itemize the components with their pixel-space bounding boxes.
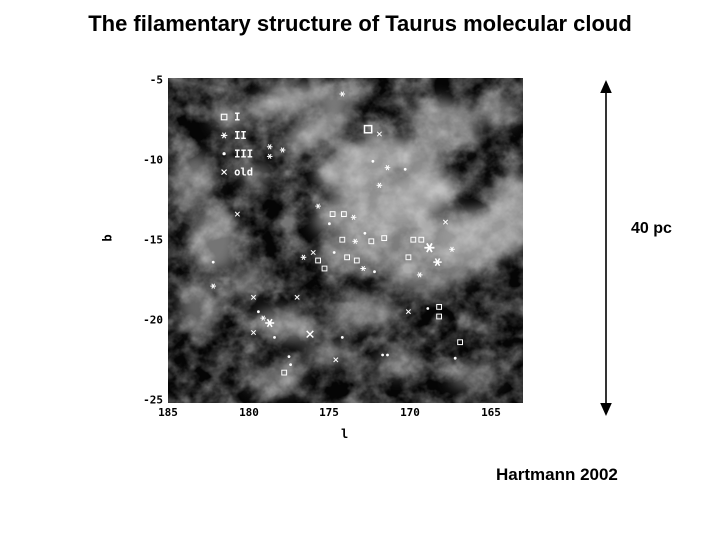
scale-arrow-icon <box>600 80 612 416</box>
slide-title: The filamentary structure of Taurus mole… <box>88 11 632 36</box>
svg-text:III: III <box>234 148 253 160</box>
y-tick-label: -5 <box>149 73 163 87</box>
x-tick-label: 175 <box>319 406 339 419</box>
x-tick-label: 165 <box>481 406 501 419</box>
x-tick-label: 180 <box>239 406 259 419</box>
y-tick-label: -15 <box>143 233 163 247</box>
svg-text:I: I <box>234 112 240 124</box>
svg-text:old: old <box>234 167 253 179</box>
y-tick-label: -25 <box>143 393 163 407</box>
y-tick-label: -10 <box>143 153 163 167</box>
y-axis-label: b <box>100 234 115 242</box>
x-tick-label: 185 <box>158 406 178 419</box>
x-tick-label: 170 <box>400 406 420 419</box>
y-tick-label: -20 <box>143 313 163 327</box>
x-axis-label: l <box>341 427 349 441</box>
svg-text:II: II <box>234 130 247 142</box>
yso-markers <box>210 91 464 376</box>
scale-label: 40 pc <box>631 220 672 237</box>
credit-label: Hartmann 2002 <box>496 465 618 484</box>
